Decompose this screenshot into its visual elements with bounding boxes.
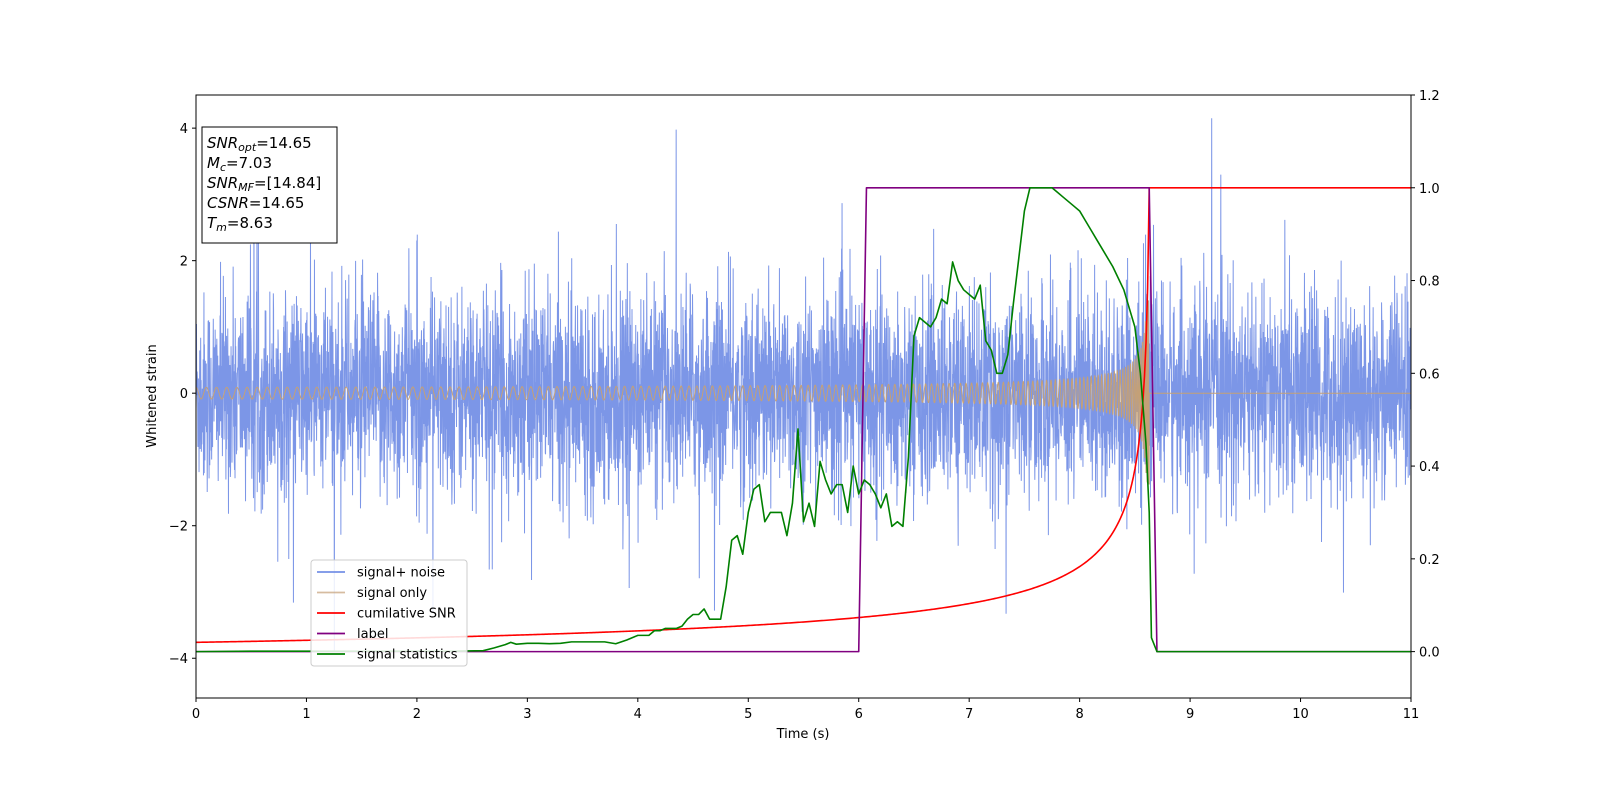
info-box-line: SNRMF=[14.84] bbox=[207, 174, 321, 194]
y-right-tick-label: 1.2 bbox=[1419, 89, 1440, 104]
series-line-signal-noise bbox=[196, 118, 1411, 653]
y-left-tick-label: −2 bbox=[169, 520, 188, 535]
y-right-tick-label: 0.2 bbox=[1419, 553, 1440, 568]
x-tick-label: 3 bbox=[523, 707, 531, 722]
y-axis-left-label: Whitened strain bbox=[145, 344, 160, 447]
y-left-tick-label: 2 bbox=[180, 255, 188, 270]
x-tick-label: 0 bbox=[192, 707, 200, 722]
info-box-frame bbox=[201, 126, 338, 244]
info-box-line: CSNR=14.65 bbox=[207, 194, 304, 212]
legend-item-signal-only: signal only bbox=[317, 586, 427, 601]
x-tick-label: 2 bbox=[413, 707, 421, 722]
y-right-tick-label: 0.4 bbox=[1419, 460, 1440, 475]
legend-label: signal only bbox=[357, 586, 427, 601]
y-left-tick-label: −4 bbox=[169, 652, 188, 667]
noise-series-group bbox=[196, 118, 1411, 653]
y-right-tick-label: 0.6 bbox=[1419, 367, 1440, 382]
y-axis-right: 1.2 1.0 0.8 0.6 0.4 0.2 0.0 bbox=[1411, 89, 1440, 661]
x-axis: 0 1 2 3 4 5 6 7 8 9 10 11 bbox=[192, 698, 1419, 722]
x-tick-label: 9 bbox=[1186, 707, 1194, 722]
series-line-signal-statistics bbox=[196, 186, 1411, 653]
x-tick-label: 5 bbox=[744, 707, 752, 722]
chirp-series-group bbox=[196, 300, 1411, 485]
legend-item-label: label bbox=[317, 627, 388, 642]
x-tick-label: 10 bbox=[1292, 707, 1309, 722]
y-left-tick-label: 0 bbox=[180, 387, 188, 402]
y-right-tick-label: 1.0 bbox=[1419, 182, 1440, 197]
legend-item-cumilative-snr: cumilative SNR bbox=[317, 607, 456, 622]
plot-frame bbox=[195, 94, 1412, 699]
legend-label: signal+ noise bbox=[357, 566, 445, 581]
x-tick-label: 1 bbox=[302, 707, 310, 722]
y-right-tick-label: 0.0 bbox=[1419, 646, 1440, 661]
y-right-tick-label: 0.8 bbox=[1419, 275, 1440, 290]
legend-item-signal-noise: signal+ noise bbox=[317, 566, 445, 581]
legend: signal+ noise signal only cumilative SNR la… bbox=[310, 559, 468, 667]
info-box: SNRopt=14.65Mc=7.03SNRMF=[14.84]CSNR=14.… bbox=[201, 126, 338, 244]
legend-item-signal-statistics: signal statistics bbox=[317, 648, 458, 663]
legend-label: cumilative SNR bbox=[357, 607, 456, 622]
x-axis-label: Time (s) bbox=[776, 727, 830, 742]
series-line-signal-only bbox=[196, 300, 1411, 485]
x-tick-label: 8 bbox=[1075, 707, 1083, 722]
info-box-line: SNRopt=14.65 bbox=[207, 134, 312, 154]
info-box-line: Tm=8.63 bbox=[207, 214, 273, 234]
x-tick-label: 6 bbox=[855, 707, 863, 722]
y-left-tick-label: 4 bbox=[180, 122, 188, 137]
legend-label: label bbox=[357, 627, 388, 642]
y-axis-left: 4 2 0 −2 −4 bbox=[169, 122, 196, 667]
legend-frame bbox=[310, 559, 468, 667]
info-box-line: Mc=7.03 bbox=[207, 154, 272, 174]
legend-label: signal statistics bbox=[357, 648, 458, 663]
x-tick-label: 4 bbox=[634, 707, 642, 722]
x-tick-label: 7 bbox=[965, 707, 973, 722]
x-tick-label: 11 bbox=[1403, 707, 1420, 722]
